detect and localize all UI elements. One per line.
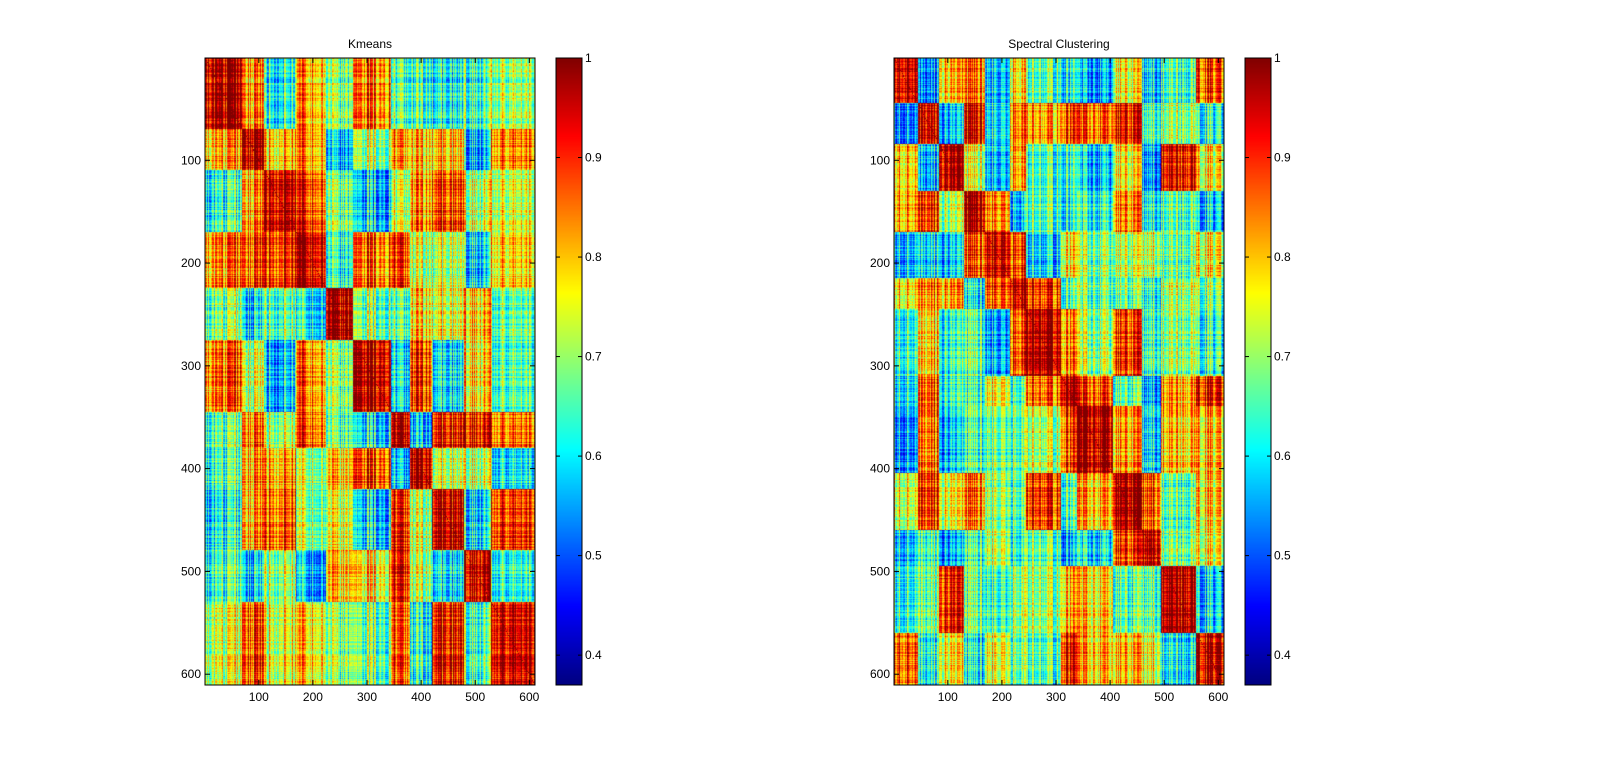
kmeans-colorbar-frame <box>555 57 583 686</box>
colorbar-tick-label: 0.5 <box>1274 549 1291 563</box>
y-tick-label: 400 <box>181 462 201 476</box>
colorbar-tick-label: 0.5 <box>585 549 602 563</box>
spectral-x-axis: 100 200 300 400 500 600 <box>938 58 1229 704</box>
kmeans-heatmap <box>205 58 535 685</box>
y-tick-label: 400 <box>870 462 890 476</box>
colorbar-tick-label: 1 <box>585 51 592 65</box>
x-tick-label: 200 <box>992 690 1012 704</box>
colorbar-tick-label: 0.8 <box>1274 250 1291 264</box>
kmeans-x-axis: 100 200 300 400 500 600 <box>249 58 540 704</box>
colorbar-tick-label: 0.4 <box>585 648 602 662</box>
x-tick-label: 600 <box>1208 690 1228 704</box>
colorbar-tick-label: 0.6 <box>585 449 602 463</box>
y-tick-label: 600 <box>870 667 890 681</box>
kmeans-title: Kmeans <box>348 37 392 51</box>
colorbar-tick-label: 1 <box>1274 51 1281 65</box>
colorbar-tick-label: 0.9 <box>585 151 602 165</box>
x-tick-label: 300 <box>357 690 377 704</box>
colorbar-tick-label: 0.6 <box>1274 449 1291 463</box>
spectral-heatmap <box>894 58 1224 685</box>
x-tick-label: 200 <box>303 690 323 704</box>
spectral-y-axis: 100 200 300 400 500 600 <box>870 153 1224 681</box>
spectral-colorbar <box>1245 58 1271 685</box>
colorbar-tick-label: 0.7 <box>585 350 602 364</box>
y-tick-label: 100 <box>181 153 201 167</box>
x-tick-label: 600 <box>519 690 539 704</box>
spectral-colorbar-frame <box>1244 57 1272 686</box>
y-tick-label: 200 <box>181 256 201 270</box>
spectral-title: Spectral Clustering <box>1008 37 1109 51</box>
x-tick-label: 500 <box>1154 690 1174 704</box>
y-tick-label: 600 <box>181 667 201 681</box>
spectral-colorbar-axis: 0.4 0.5 0.6 0.7 0.8 0.9 1 <box>1245 51 1291 662</box>
x-tick-label: 500 <box>465 690 485 704</box>
spectral-panel: Spectral Clustering 100 200 300 400 500 600 1… <box>870 37 1291 704</box>
kmeans-panel: Kmeans 100 200 300 400 500 600 100 200 300 400 50… <box>181 37 602 704</box>
colorbar-tick-label: 0.9 <box>1274 151 1291 165</box>
y-tick-label: 500 <box>870 564 890 578</box>
colorbar-tick-label: 0.4 <box>1274 648 1291 662</box>
kmeans-axes-frame <box>204 57 536 686</box>
kmeans-y-axis: 100 200 300 400 500 600 <box>181 153 535 681</box>
y-tick-label: 500 <box>181 564 201 578</box>
x-tick-label: 100 <box>938 690 958 704</box>
x-tick-label: 300 <box>1046 690 1066 704</box>
kmeans-colorbar <box>556 58 582 685</box>
y-tick-label: 300 <box>870 359 890 373</box>
colorbar-tick-label: 0.8 <box>585 250 602 264</box>
kmeans-colorbar-axis: 0.4 0.5 0.6 0.7 0.8 0.9 1 <box>556 51 602 662</box>
x-tick-label: 100 <box>249 690 269 704</box>
spectral-axes-frame <box>893 57 1225 686</box>
y-tick-label: 200 <box>870 256 890 270</box>
x-tick-label: 400 <box>1100 690 1120 704</box>
x-tick-label: 400 <box>411 690 431 704</box>
y-tick-label: 300 <box>181 359 201 373</box>
y-tick-label: 100 <box>870 153 890 167</box>
colorbar-tick-label: 0.7 <box>1274 350 1291 364</box>
